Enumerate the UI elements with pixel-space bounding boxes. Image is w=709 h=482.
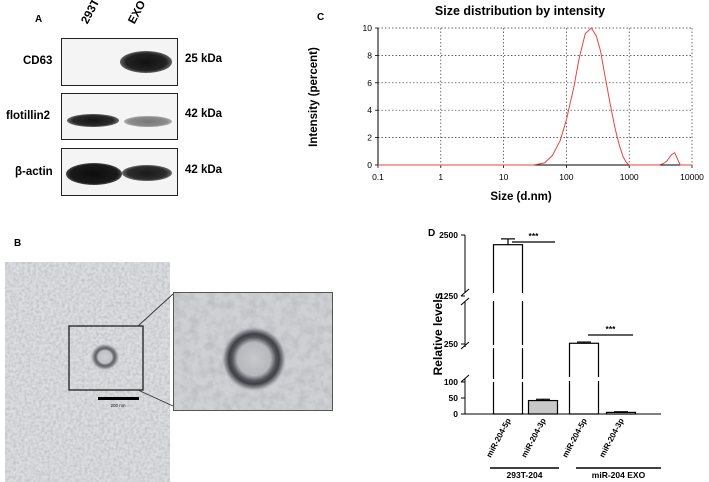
tem-scale-label: 200 nm [110,403,125,408]
tem-overview-image: 200 nm [5,262,170,482]
bar-0 [492,244,524,415]
significance-label-0: *** [529,231,540,241]
band-flotillin2-293t [67,114,119,127]
bar-category-label-0: miR-204-5p [485,417,513,459]
bar-significance: *** *** [512,231,633,336]
dls-x-tick-label: 100 [559,172,573,182]
mirna-bar-chart: Relative levels 0 50 100 250 1250 2500 miR-20… [431,230,661,480]
bar-axis-break-1a [460,374,470,383]
dls-x-tick-label: 1000 [620,172,639,182]
kda-flotillin2: 42 kDa [185,108,223,120]
dls-y-axis-label: Intensity (percent) [308,47,320,147]
bar-axis-break-1b [460,341,470,350]
bar-y-tick-label: 100 [444,377,458,387]
dls-grid [378,27,693,165]
blot-label-cd63: CD63 [23,55,53,67]
tem-scale-bar [98,397,139,400]
tem-vesicle-large [221,326,287,392]
dls-y-tick-label: 4 [367,105,372,115]
dls-y-tick-label: 6 [367,78,372,88]
tem-zoom-lines [137,293,174,407]
bar-axis-break-2a [460,297,470,306]
bar-category-label-3: miR-204-3p [598,417,626,459]
bar-break-gap-c [492,293,524,301]
dls-y-tick-label: 10 [363,23,373,33]
dls-y-tick-label: 2 [367,133,372,143]
bar-break-gap-d [568,377,600,381]
blot-label-beta-actin: β-actin [15,166,53,178]
lane-label-exo: EXO [126,0,149,27]
dls-y-tick-label: 0 [367,160,372,170]
kda-beta-actin: 42 kDa [185,164,223,176]
dls-tick-labels: 0.1 1 10 100 1000 10000 0 2 4 6 8 10 [363,23,705,182]
group-label-0: 293T-204 [507,470,543,480]
dls-y-tick-label: 8 [367,50,372,60]
tem-vesicle-small [90,343,120,371]
bar-series [492,238,637,415]
bar-category-labels: miR-204-5p miR-204-3p miR-204-5p miR-204-3p [485,417,626,459]
bar-break-gap-b [492,345,524,348]
tem-zoom-image [173,292,333,411]
dls-x-tick-label: 1 [438,172,443,182]
blot-flotillin2 [61,93,178,140]
band-beta-actin-exo [122,165,172,181]
dls-chart: Size distribution by intensity Intensity… [308,4,705,203]
bar-axis-break-2b [460,288,470,297]
bar-y-tick-label: 0 [453,409,458,419]
blot-label-flotillin2: flotillin2 [6,110,51,122]
dls-axes [375,27,693,168]
bar-y-tick-label: 2500 [439,230,458,240]
panel-d-letter: D [428,228,436,239]
band-beta-actin-293t [66,163,122,185]
tem-zoom-texture [174,293,332,410]
bar-y-tick-label: 50 [449,393,459,403]
tem-overview-texture: 200 nm [5,262,170,482]
bar-y-axis: 0 50 100 250 1250 2500 [439,230,661,419]
bar-y-axis-label: Relative levels [431,292,445,375]
kda-cd63: 25 kDa [185,53,223,65]
bar-group-labels: 293T-204 miR-204 EXO [490,467,661,480]
significance-label-1: *** [606,324,617,334]
dls-x-axis-label: Size (d.nm) [490,191,552,203]
panel-a-letter: A [35,14,43,25]
band-cd63-exo [120,51,172,73]
dls-series-line [378,27,692,166]
bar-y-tick-label: 1250 [439,291,458,301]
bar-1 [527,399,559,415]
bar-y-tick-label: 250 [444,339,458,349]
bar-break-gap-a [492,379,524,382]
panel-b-letter: B [14,238,22,249]
dls-x-tick-label: 10000 [680,172,704,182]
group-label-1: miR-204 EXO [592,470,646,480]
bar-category-label-2: miR-204-5p [561,417,589,459]
tem-zoom-box [68,325,144,391]
blot-cd63 [61,38,178,86]
dls-chart-title: Size distribution by intensity [435,4,605,18]
bar-category-label-1: miR-204-3p [520,417,548,459]
band-flotillin2-exo [124,116,172,127]
blot-beta-actin [61,148,178,196]
lane-label-293t: 293T [79,0,103,27]
dls-x-tick-label: 0.1 [372,172,384,182]
panel-c-letter: C [317,12,325,23]
dls-x-tick-label: 10 [499,172,509,182]
bar-3 [605,411,637,415]
